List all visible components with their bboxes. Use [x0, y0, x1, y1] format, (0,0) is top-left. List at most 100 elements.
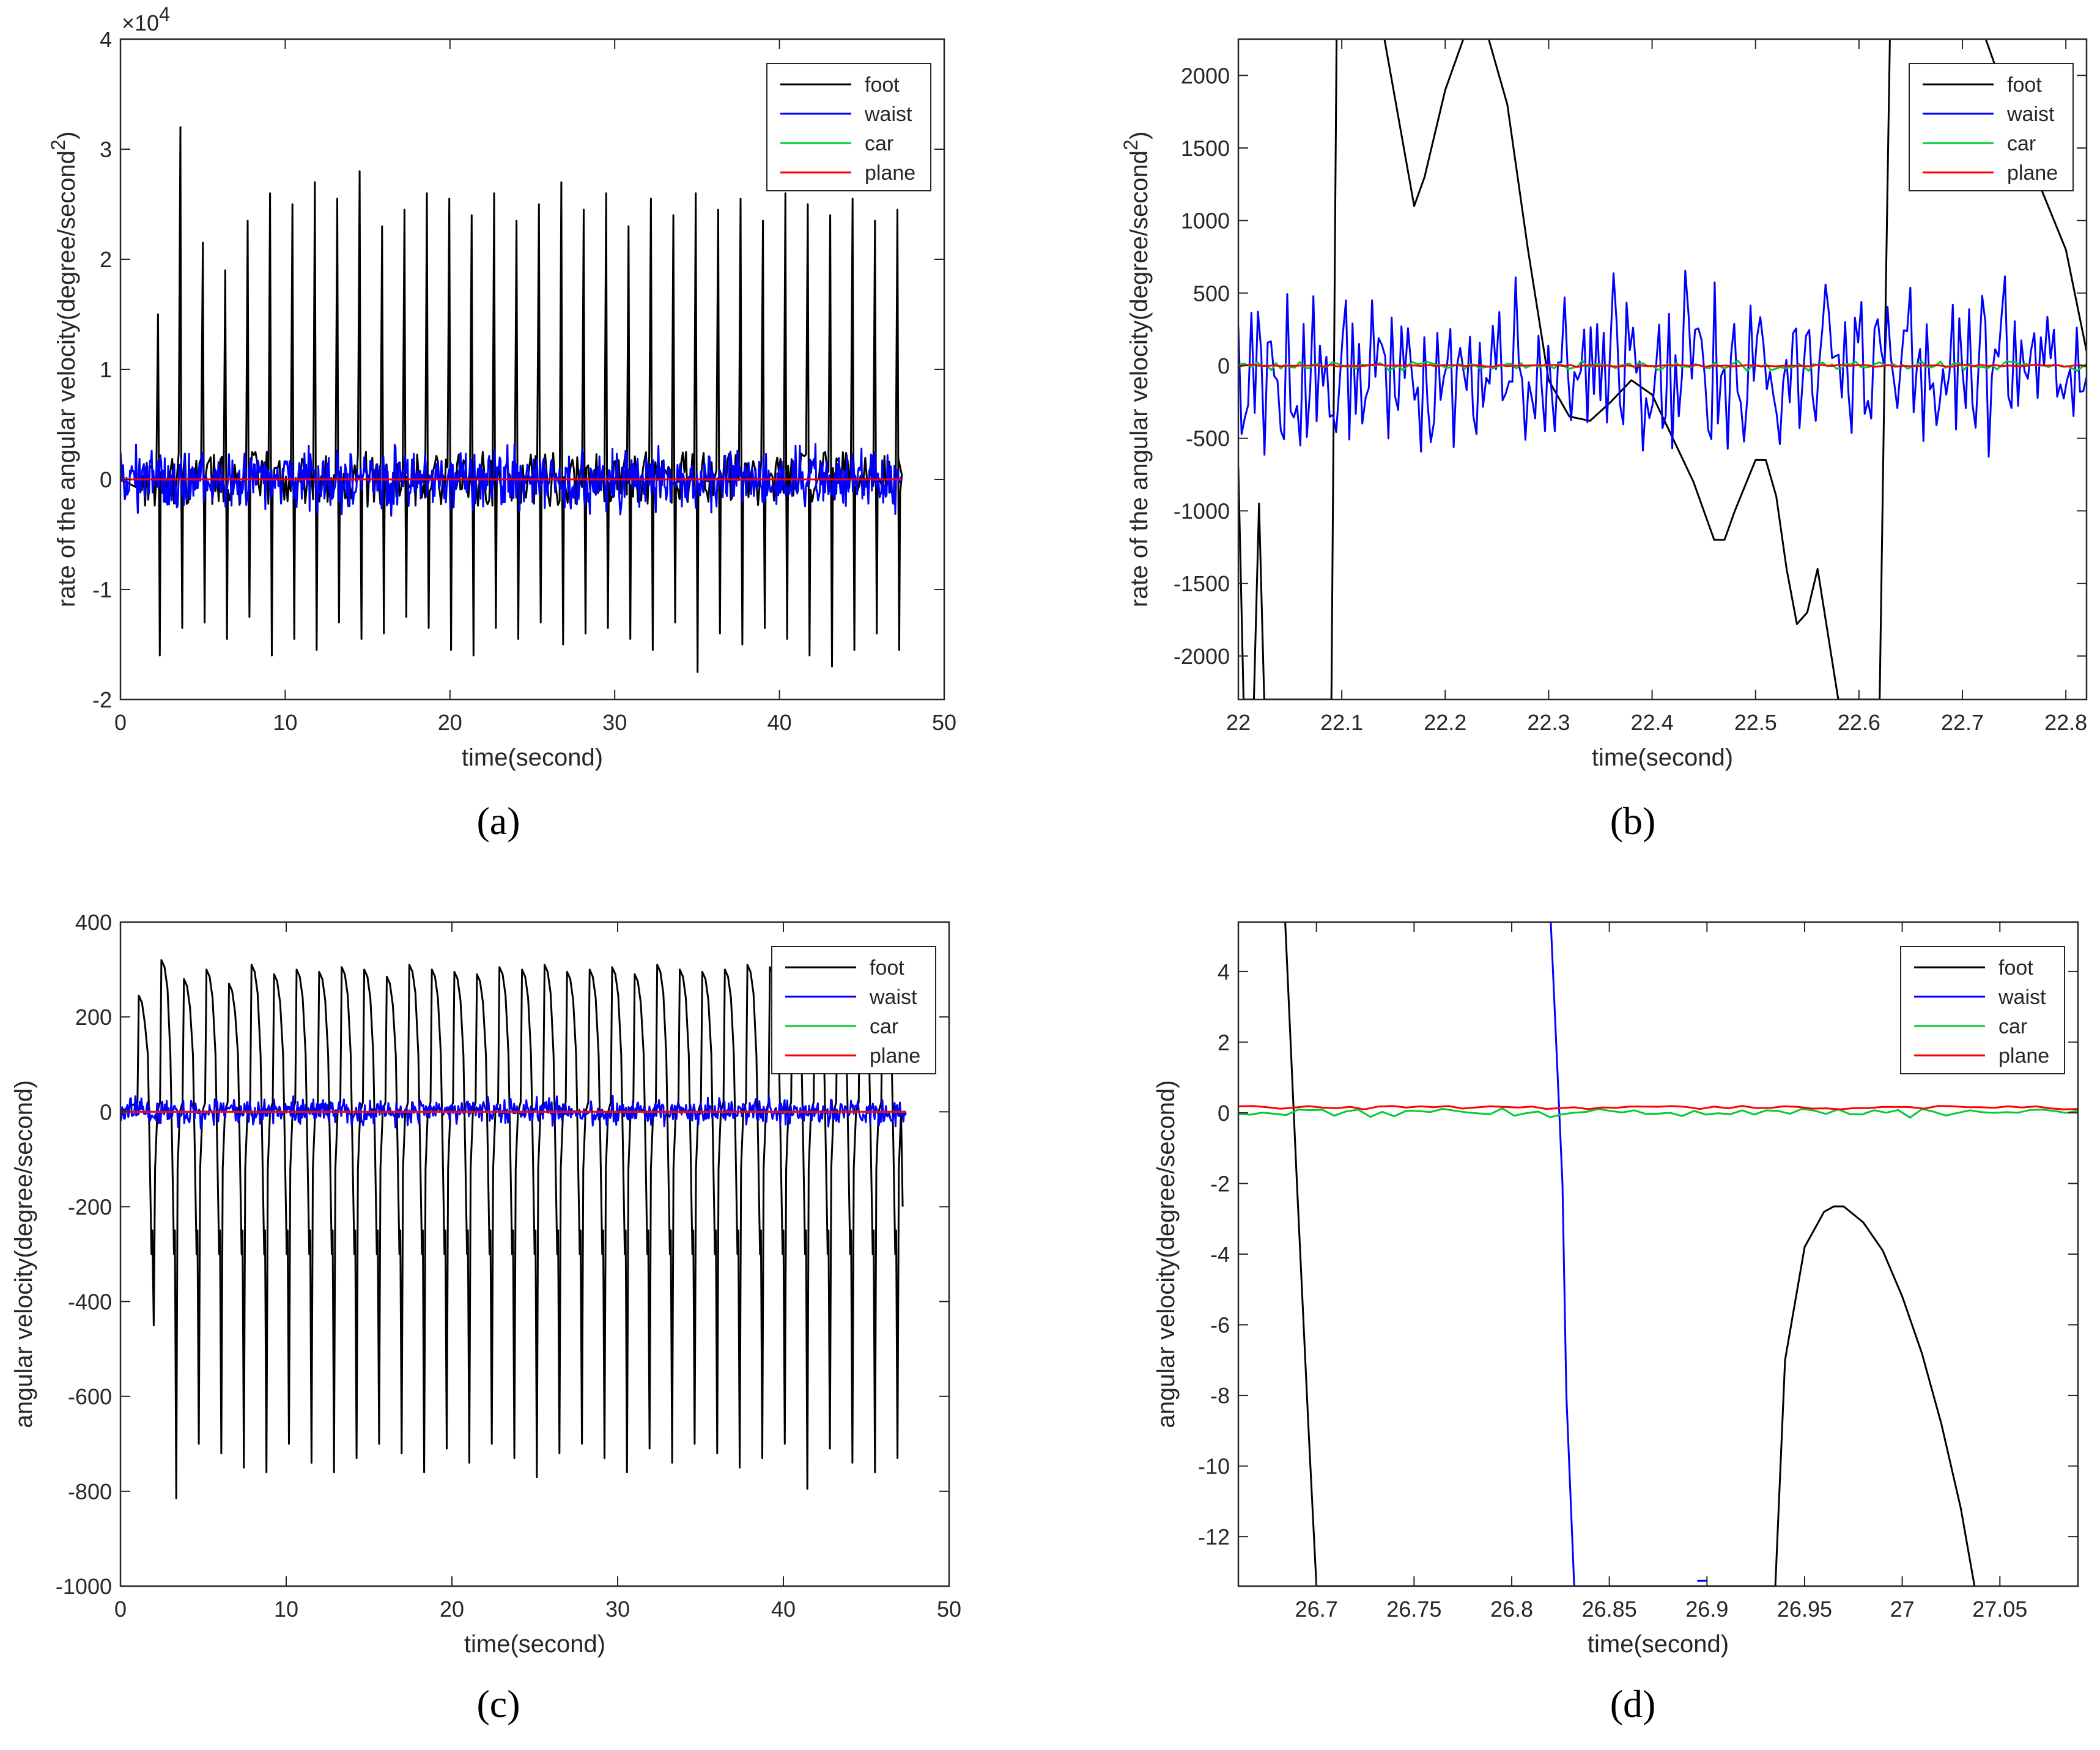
series-plane-line	[1238, 363, 2087, 368]
series-car-line	[1238, 1107, 2078, 1119]
y-tick-label: -400	[68, 1290, 112, 1315]
legend-label-car: car	[2007, 132, 2036, 155]
axes-box	[1237, 38, 2088, 701]
x-tick-label: 30	[605, 1597, 630, 1622]
y-axis-label-main: angular velocity(degree/second)	[10, 1080, 37, 1428]
panel-caption: (b)	[1610, 799, 1656, 843]
series-plane-line	[1238, 1105, 2078, 1110]
series-waist-line	[120, 1095, 907, 1129]
legend: foot waist car plane	[1900, 946, 2065, 1074]
panel-b: 22 22.1 22.2 22.3 22.4 22.5 22.6 22.7 22.8 -2000 -…	[1120, 38, 2088, 843]
x-tick-label: 0	[114, 710, 127, 735]
legend-label-plane: plane	[2007, 161, 2058, 185]
y-tick-label: -500	[1186, 426, 1230, 451]
y-axis-label-main: rate of the angular velocity(degree/seco…	[53, 150, 80, 607]
x-tick-label: 20	[440, 1597, 464, 1622]
y-axis-label: rate of the angular velocity(degree/seco…	[1120, 131, 1153, 607]
legend-label-plane: plane	[1998, 1044, 2049, 1068]
x-tick-label: 10	[273, 710, 297, 735]
y-tick-label: -2000	[1174, 644, 1230, 669]
x-tick-label: 22.2	[1424, 710, 1466, 735]
x-tick-label: 22.5	[1734, 710, 1777, 735]
x-tick-label: 0	[114, 1597, 127, 1622]
panel-caption: (d)	[1610, 1682, 1656, 1726]
legend-label-waist: waist	[1998, 986, 2046, 1009]
x-tick-label: 26.9	[1685, 1597, 1728, 1622]
legend-label-waist: waist	[869, 986, 917, 1009]
x-tick-label: 26.75	[1386, 1597, 1441, 1622]
y-tick-label: 1000	[1181, 209, 1230, 234]
exponent-label: ×104	[122, 3, 170, 35]
y-tick-label: -2	[1210, 1171, 1230, 1196]
legend: foot waist car plane	[766, 63, 931, 191]
y-tick-label: -800	[68, 1479, 112, 1504]
legend-label-waist: waist	[2006, 103, 2055, 126]
series-waist-line	[120, 443, 903, 517]
series-group	[1238, 922, 2078, 1586]
x-tick-label: 50	[932, 710, 956, 735]
x-tick-label: 10	[274, 1597, 298, 1622]
x-tick-label: 26.7	[1295, 1597, 1338, 1622]
y-tick-label: -8	[1210, 1383, 1230, 1408]
y-tick-label: -1000	[56, 1574, 112, 1599]
x-axis-label: time(second)	[462, 744, 603, 771]
x-tick-label: 22.3	[1527, 710, 1570, 735]
panel-a: 0 10 20 30 40 50-2-101234×104time(second)rate…	[47, 3, 956, 843]
legend-label-foot: foot	[865, 73, 900, 97]
y-tick-label: 2000	[1181, 63, 1230, 88]
y-axis-label: angular velocity(degree/second)	[1153, 1080, 1180, 1428]
y-tick-label: 0	[1218, 1101, 1230, 1126]
y-tick-label: 1	[100, 357, 112, 382]
legend: foot waist car plane	[1909, 63, 2074, 191]
series-waist-line	[1550, 922, 1575, 1586]
series-group	[1238, 39, 2087, 700]
y-tick-label: -1	[92, 577, 112, 602]
y-tick-label: 2	[100, 247, 112, 272]
y-axis-label-close: )	[1126, 131, 1153, 139]
y-tick-label: 0	[1218, 353, 1230, 378]
x-tick-label: 26.8	[1490, 1597, 1533, 1622]
y-axis-label-main: rate of the angular velocity(degree/seco…	[1126, 150, 1153, 607]
y-tick-label: -600	[68, 1384, 112, 1409]
series-group	[120, 126, 903, 673]
y-tick-label: -6	[1210, 1313, 1230, 1338]
x-tick-label: 26.95	[1777, 1597, 1832, 1622]
y-tick-label: -10	[1198, 1454, 1230, 1479]
y-tick-label: -4	[1210, 1242, 1230, 1267]
x-axis-label: time(second)	[464, 1631, 605, 1658]
y-tick-label: 1500	[1181, 136, 1230, 161]
y-tick-label: -1500	[1174, 571, 1230, 596]
y-tick-label: 400	[75, 910, 112, 935]
axes-box	[119, 921, 950, 1587]
y-axis-label-close: )	[53, 131, 80, 139]
legend-label-plane: plane	[870, 1044, 920, 1068]
x-tick-label: 30	[602, 710, 627, 735]
x-axis-label: time(second)	[1592, 744, 1733, 771]
y-tick-label: 4	[1218, 959, 1230, 984]
y-tick-label: -1000	[1174, 498, 1230, 523]
y-axis-label: rate of the angular velocity(degree/seco…	[47, 131, 80, 607]
y-tick-label: 0	[100, 467, 112, 492]
x-axis-label: time(second)	[1588, 1631, 1729, 1658]
legend-label-car: car	[1998, 1015, 2027, 1038]
legend: foot waist car plane	[771, 946, 936, 1074]
series-foot-line	[1284, 922, 1976, 1586]
y-tick-label: 4	[100, 27, 112, 52]
panel-d: 26.7 26.75 26.8 26.85 26.9 26.95 27 27.05 -12 -10…	[1153, 921, 2079, 1726]
legend-label-foot: foot	[870, 956, 904, 980]
x-tick-label: 50	[937, 1597, 961, 1622]
y-axis-label-superscript: 2	[47, 139, 69, 150]
y-tick-label: -12	[1198, 1524, 1230, 1549]
x-tick-label: 22.6	[1838, 710, 1880, 735]
y-axis-label: angular velocity(degree/second)	[10, 1080, 37, 1428]
y-tick-label: -200	[68, 1194, 112, 1219]
series-foot-line	[120, 126, 903, 673]
x-tick-label: 22.4	[1631, 710, 1674, 735]
x-tick-label: 27	[1890, 1597, 1915, 1622]
x-tick-label: 22.1	[1320, 710, 1363, 735]
x-tick-label: 22.7	[1941, 710, 1984, 735]
x-tick-label: 40	[771, 1597, 796, 1622]
exponent-power: 4	[159, 3, 170, 25]
y-tick-label: 0	[100, 1099, 112, 1124]
y-axis-label-main: angular velocity(degree/second)	[1153, 1080, 1180, 1428]
